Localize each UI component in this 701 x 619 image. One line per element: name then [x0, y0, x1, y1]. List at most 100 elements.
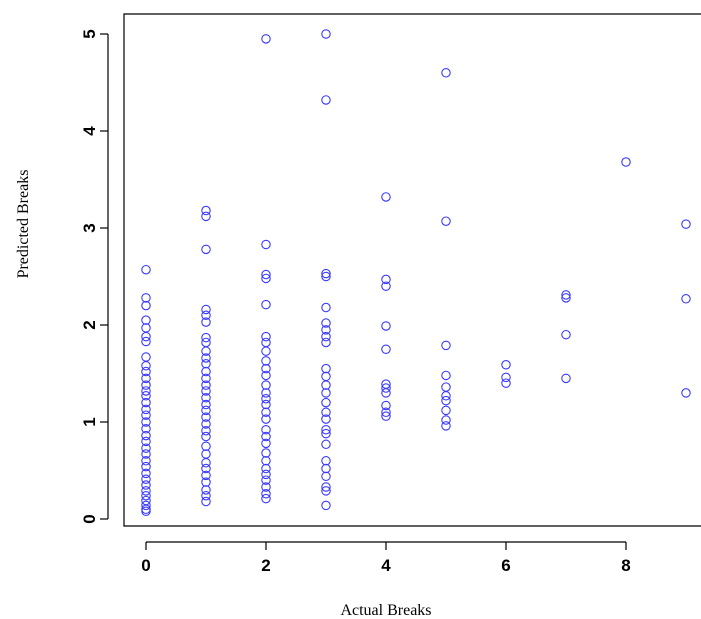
data-point: [321, 331, 331, 342]
y-axis-title: Predicted Breaks: [15, 170, 32, 279]
data-point: [141, 430, 151, 441]
data-point: [261, 448, 271, 458]
data-point: [141, 490, 151, 501]
data-point: [201, 205, 211, 216]
data-point: [201, 317, 211, 327]
data-point: [501, 378, 511, 388]
data-point: [141, 443, 151, 453]
data-point: [141, 300, 151, 311]
data-point: [201, 304, 211, 315]
data-point: [261, 407, 271, 418]
data-point: [141, 468, 151, 479]
data-point: [141, 336, 151, 347]
data-point: [141, 323, 151, 333]
data-point: [321, 29, 331, 39]
data-point: [381, 388, 391, 398]
data-point: [261, 299, 271, 310]
data-point: [261, 273, 271, 284]
data-point: [141, 449, 151, 459]
data-point: [321, 414, 331, 424]
data-point: [201, 405, 211, 416]
data-point: [321, 486, 331, 496]
data-point: [201, 463, 211, 474]
data-point: [441, 370, 451, 381]
x-tick-label: 8: [621, 556, 630, 575]
y-tick-label: 4: [80, 126, 99, 136]
data-point: [681, 294, 691, 304]
data-point: [261, 425, 271, 435]
data-point: [201, 211, 211, 222]
data-point: [321, 388, 331, 398]
data-point: [561, 290, 571, 300]
data-point: [321, 456, 331, 466]
plot-border: [123, 13, 701, 527]
data-point: [501, 360, 511, 370]
data-point: [561, 329, 571, 340]
data-point: [321, 302, 331, 313]
data-point: [321, 397, 331, 408]
data-point: [141, 417, 151, 427]
data-point: [141, 410, 151, 420]
data-point: [441, 405, 451, 416]
data-point: [201, 457, 211, 468]
data-point: [321, 428, 331, 439]
data-point: [261, 269, 271, 280]
data-point: [261, 370, 271, 381]
data-point: [621, 157, 631, 167]
data-point: [201, 441, 211, 451]
data-point: [141, 315, 151, 325]
data-point: [261, 414, 271, 424]
data-point: [141, 480, 151, 490]
data-point: [441, 391, 451, 401]
data-point: [201, 386, 211, 396]
data-point: [201, 425, 211, 436]
plot-frame: [123, 13, 701, 527]
data-point: [141, 500, 151, 511]
data-point: [321, 95, 331, 105]
data-point: [261, 482, 271, 492]
data-point: [201, 485, 211, 495]
data-point: [141, 264, 151, 275]
data-point: [381, 411, 391, 421]
data-point: [381, 321, 391, 331]
data-point: [321, 500, 331, 511]
data-point: [321, 425, 331, 435]
data-point: [381, 400, 391, 411]
data-point: [201, 449, 211, 459]
y-tick-label: 2: [80, 320, 99, 329]
data-point: [261, 380, 271, 390]
data-point: [321, 363, 331, 374]
data-point: [261, 399, 271, 410]
data-point: [201, 419, 211, 429]
data-point: [381, 274, 391, 285]
data-point: [141, 380, 151, 390]
y-tick-label: 0: [80, 514, 99, 523]
data-point: [321, 380, 331, 390]
data-point: [321, 482, 331, 492]
data-point: [321, 325, 331, 335]
data-point: [201, 373, 211, 384]
data-point: [561, 373, 571, 384]
data-point: [141, 486, 151, 496]
y-tick-label: 5: [80, 29, 99, 38]
data-point: [201, 310, 211, 321]
data-point: [381, 281, 391, 291]
data-point: [141, 397, 151, 408]
data-point: [201, 399, 211, 410]
data-point: [201, 392, 211, 403]
data-point: [201, 359, 211, 369]
y-axis: 0 1 2 3 4 5: [80, 29, 109, 524]
data-point: [441, 340, 451, 351]
data-point: [321, 371, 331, 382]
data-point: [261, 475, 271, 485]
data-point: [441, 68, 451, 78]
data-point: [261, 388, 271, 398]
data-point: [321, 463, 331, 474]
x-tick-label: 0: [141, 556, 150, 575]
data-point: [201, 490, 211, 501]
data-point: [441, 395, 451, 406]
data-point: [261, 489, 271, 499]
data-point: [261, 337, 271, 348]
data-point: [201, 412, 211, 422]
